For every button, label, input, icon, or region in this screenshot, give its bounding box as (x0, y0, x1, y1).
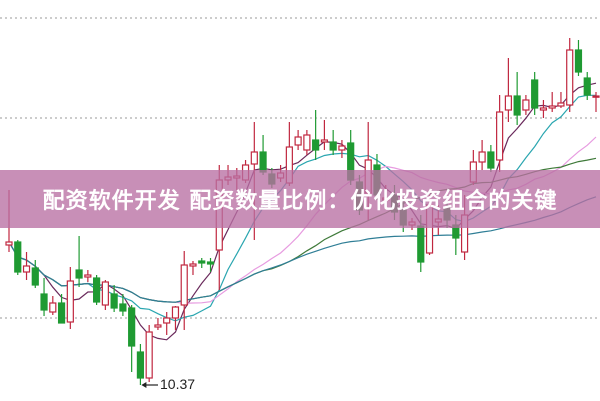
candle-down (531, 79, 539, 109)
candle-down (128, 307, 136, 347)
candle-up (101, 281, 109, 306)
candle-down (206, 261, 215, 265)
candle-down (136, 351, 145, 379)
title-overlay: 配资软件开发 配资数量比例：优化投资组合的关键 (42, 189, 558, 214)
candle-up (22, 265, 31, 273)
candle-down (110, 293, 118, 309)
candle-up (84, 274, 92, 278)
candle-up (180, 264, 188, 306)
candle-down (487, 151, 495, 169)
candle-up (294, 136, 302, 146)
candle-up (303, 134, 311, 151)
candle-up (66, 280, 74, 323)
candle-up (522, 99, 530, 111)
candle-down (574, 49, 583, 73)
low-price-label: 10.37 (160, 376, 196, 392)
candle-up (496, 111, 504, 161)
candle-down (513, 95, 521, 116)
candle-up (250, 151, 258, 165)
candle-up (557, 102, 565, 107)
candle-down (14, 241, 22, 273)
candle-up (592, 95, 600, 98)
candle-down (329, 141, 337, 151)
candle-up (320, 139, 329, 143)
candle-down (57, 302, 66, 324)
candle-up (504, 95, 512, 111)
candle-up (539, 107, 548, 111)
arrow-head-icon (141, 382, 147, 388)
candle-up (548, 105, 556, 109)
candle-up (49, 302, 57, 313)
candle-up (189, 263, 197, 267)
candle-down (583, 77, 591, 96)
candle-up (478, 151, 486, 163)
candle-down (93, 277, 101, 303)
candle-down (312, 139, 320, 151)
candle-up (566, 49, 574, 106)
candle-up (338, 145, 346, 151)
candle-down (417, 225, 425, 263)
candle-down (119, 303, 127, 312)
candle-down (198, 260, 206, 264)
candle-down (259, 151, 267, 173)
candle-down (31, 267, 39, 286)
candle-down (40, 293, 48, 311)
candle-up (5, 241, 13, 246)
candle-up (171, 306, 180, 319)
candle-down (75, 269, 83, 279)
title-banner: 配资软件开发 配资数量比例：优化投资组合的关键 (0, 170, 600, 228)
candle-up (145, 331, 153, 379)
candle-up (154, 324, 162, 328)
candle-up (163, 317, 171, 324)
